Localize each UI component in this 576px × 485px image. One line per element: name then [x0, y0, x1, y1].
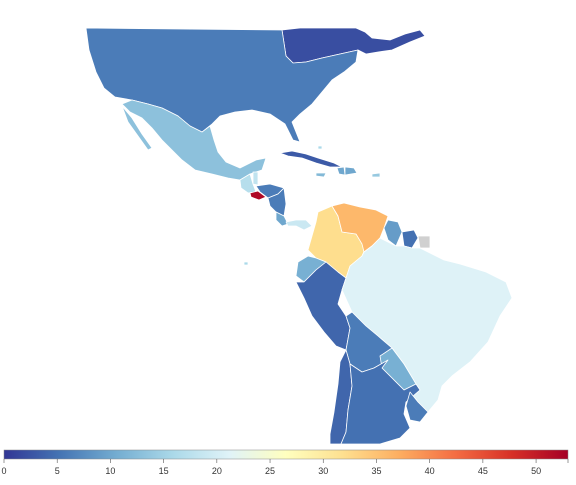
colorbar-svg: 0 5 10 15 20 25 30 35 40 45 50	[1, 449, 569, 476]
colorbar	[3, 449, 569, 460]
choropleth-map	[85, 27, 513, 445]
country-uruguay[interactable]	[405, 391, 429, 423]
country-peru[interactable]	[295, 261, 351, 351]
island-small-antilles	[243, 261, 249, 266]
country-dominican-republic[interactable]	[344, 166, 358, 176]
colorbar-tick-label: 40	[425, 466, 435, 476]
country-panama[interactable]	[285, 219, 313, 231]
colorbar-tick-label: 35	[371, 466, 381, 476]
country-jamaica[interactable]	[315, 172, 327, 178]
country-mexico[interactable]	[121, 99, 267, 181]
colorbar-legend: 0 5 10 15 20 25 30 35 40 45 50	[0, 445, 576, 480]
colorbar-tick-label: 10	[105, 466, 115, 476]
country-argentina[interactable]	[340, 359, 421, 445]
country-suriname[interactable]	[401, 229, 419, 249]
country-puerto-rico[interactable]	[371, 172, 381, 178]
country-haiti[interactable]	[336, 166, 346, 176]
colorbar-tick-label: 0	[1, 466, 6, 476]
colorbar-tick-label: 20	[212, 466, 222, 476]
country-belize[interactable]	[252, 171, 259, 186]
country-cuba[interactable]	[279, 150, 343, 168]
country-costa-rica[interactable]	[275, 211, 289, 227]
colorbar-tick-label: 30	[318, 466, 328, 476]
colorbar-ticks: 0 5 10 15 20 25 30 35 40 45 50	[1, 459, 569, 476]
colorbar-tick-label: 15	[159, 466, 169, 476]
country-nicaragua[interactable]	[267, 187, 287, 217]
colorbar-tick-label: 50	[531, 466, 541, 476]
country-french-guiana[interactable]	[417, 235, 431, 249]
country-el-salvador[interactable]	[249, 190, 267, 201]
colorbar-tick-label: 45	[478, 466, 488, 476]
colorbar-tick-label: 25	[265, 466, 275, 476]
map-canvas	[85, 27, 513, 445]
colorbar-tick-label: 5	[55, 466, 60, 476]
island-bahamas	[317, 145, 323, 150]
